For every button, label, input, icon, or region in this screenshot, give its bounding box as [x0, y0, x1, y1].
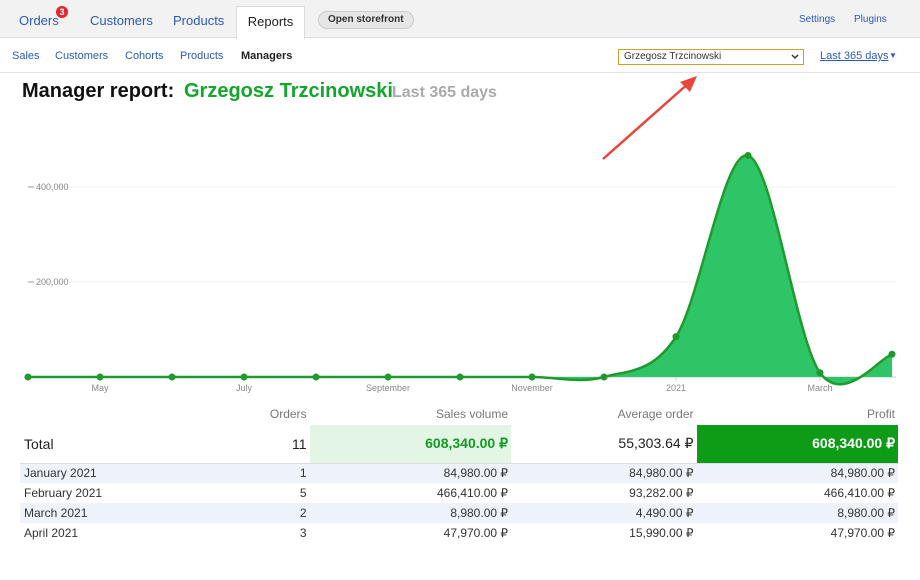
cell: 3 — [299, 526, 307, 540]
period-arrow: ▼ — [889, 51, 897, 60]
nav-tab[interactable]: Orders — [19, 13, 59, 28]
area — [28, 155, 892, 385]
report-table: Orders Sales volume Average order Profit To… — [20, 403, 898, 543]
cell: 5 — [299, 486, 307, 500]
chart: 200,000 400,000 May July September November 20… — [24, 151, 896, 393]
nav-link[interactable]: Plugins — [854, 14, 887, 25]
point — [384, 373, 392, 381]
point — [600, 373, 608, 381]
point — [96, 373, 104, 381]
cell: 8,980.00 ₽ — [309, 503, 512, 523]
x-tick-label: May — [91, 383, 109, 393]
cell: 47,970.00 ₽ — [443, 526, 509, 540]
x-tick-label: 2021 — [666, 383, 686, 393]
table-row: February 2021 5 466,410.00 ₽ 93,282.00 ₽ 466… — [20, 483, 898, 503]
divider — [0, 72, 920, 73]
point — [816, 369, 824, 377]
nav-link[interactable]: Settings — [799, 14, 836, 25]
table-row: April 2021 3 47,970.00 ₽ 15,990.00 ₽ 47,970.… — [20, 523, 898, 543]
top-bar — [0, 0, 920, 38]
x-tick-label: July — [236, 383, 253, 393]
table-row: January 2021 1 84,980.00 ₽84,980.00 ₽84,98… — [20, 463, 898, 483]
point — [312, 373, 320, 381]
manager-select[interactable]: Grzegosz Trzcinowski — [618, 49, 804, 65]
cell: 11 — [212, 425, 310, 464]
cell: 608,340.00 ₽ — [309, 425, 512, 464]
cell: 84,980.00 ₽ — [696, 463, 898, 483]
cell: 47,970.00 ₽ — [830, 526, 895, 540]
y-tick-label: 400,000 — [36, 182, 69, 192]
cell: 1 — [212, 463, 310, 483]
report-title: Manager report: — [22, 80, 175, 102]
cell: 466,410.00 ₽ — [823, 486, 895, 500]
column-header: Sales volume — [435, 407, 509, 421]
select-arrow — [791, 54, 799, 60]
point — [24, 373, 32, 381]
column-header: Average order — [617, 407, 694, 421]
column-header: Profit — [866, 407, 895, 421]
cell: Total — [20, 425, 213, 464]
x-tick-label: November — [511, 383, 553, 393]
cell: 15,990.00 ₽ — [629, 526, 694, 540]
line — [27, 154, 893, 386]
badge: 3 — [56, 6, 68, 18]
sub-tab[interactable]: Sales — [12, 50, 40, 62]
point — [240, 373, 248, 381]
x-tick-label: March — [807, 383, 832, 393]
sub-tab-active[interactable]: Managers — [241, 50, 293, 62]
cell: 4,490.00 ₽ — [511, 503, 697, 523]
manager-name: Grzegosz Trzcinowski — [184, 80, 393, 102]
cell: 84,980.00 ₽ — [309, 463, 512, 483]
cell: 608,340.00 ₽ — [696, 425, 898, 464]
cell: 2 — [212, 503, 310, 523]
table-row: March 2021 2 8,980.00 ₽4,490.00 ₽8,980.00 … — [20, 503, 898, 523]
point — [888, 350, 896, 358]
point — [744, 151, 752, 159]
cell: 84,980.00 ₽ — [511, 463, 697, 483]
cell: 466,410.00 ₽ — [436, 486, 509, 500]
cell: 8,980.00 ₽ — [696, 503, 898, 523]
report-period: Last 365 days — [392, 84, 497, 101]
point — [168, 373, 176, 381]
cell: January 2021 — [20, 463, 213, 483]
nav-tab-active[interactable]: Reports — [236, 6, 305, 39]
sub-tab[interactable]: Customers — [55, 50, 109, 62]
column-header: Orders — [269, 407, 307, 421]
cell: 55,303.64 ₽ — [511, 425, 697, 464]
point — [456, 373, 464, 381]
cell: 93,282.00 ₽ — [629, 486, 694, 500]
nav-tab[interactable]: Products — [173, 13, 225, 28]
period-link[interactable]: Last 365 days — [820, 50, 889, 62]
cell: April 2021 — [24, 526, 79, 540]
storefront-button[interactable]: Open storefront — [318, 11, 414, 29]
sub-tab[interactable]: Products — [180, 50, 224, 62]
nav-tab[interactable]: Customers — [90, 13, 153, 28]
annotation-arrow — [602, 76, 697, 160]
sub-tab[interactable]: Cohorts — [125, 50, 164, 62]
point — [672, 333, 680, 341]
y-tick-label: 200,000 — [36, 277, 69, 287]
cell: March 2021 — [20, 503, 213, 523]
x-tick-label: September — [366, 383, 410, 393]
point — [528, 373, 536, 381]
select-value: Grzegosz Trzcinowski — [624, 51, 722, 62]
cell: February 2021 — [24, 486, 103, 500]
